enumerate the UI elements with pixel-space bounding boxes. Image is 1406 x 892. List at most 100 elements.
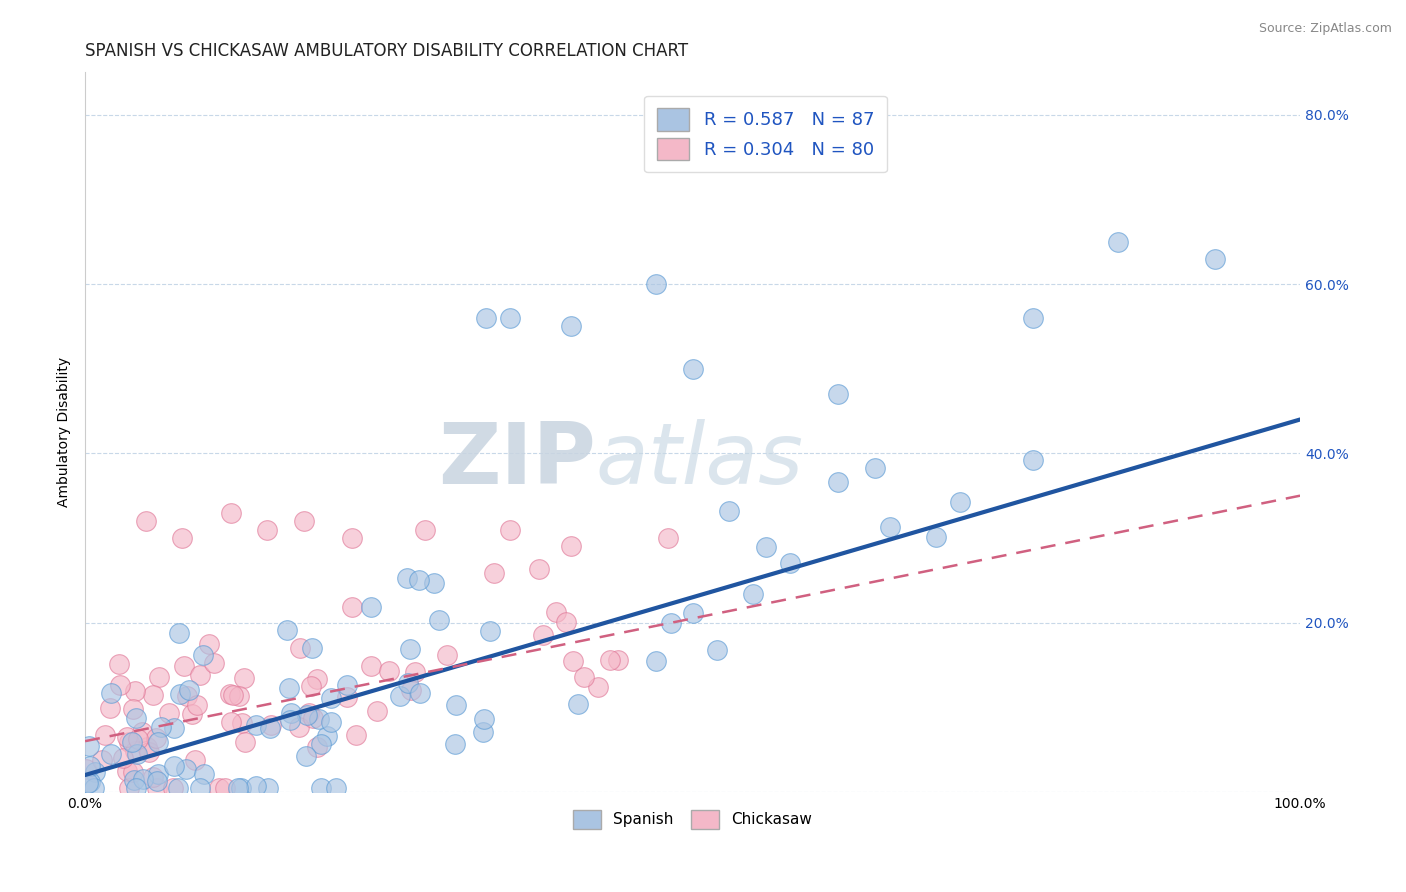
Point bbox=[125, 710, 148, 724]
Point bbox=[149, 720, 172, 734]
Point bbox=[682, 606, 704, 620]
Text: Source: ZipAtlas.com: Source: ZipAtlas.com bbox=[1258, 22, 1392, 36]
Point bbox=[115, 730, 138, 744]
Point bbox=[645, 277, 668, 291]
Point bbox=[135, 514, 157, 528]
Point bbox=[280, 706, 302, 720]
Point bbox=[142, 770, 165, 784]
Point bbox=[742, 587, 765, 601]
Point bbox=[949, 495, 972, 509]
Point bbox=[305, 740, 328, 755]
Point bbox=[146, 780, 169, 795]
Point bbox=[1022, 453, 1045, 467]
Point bbox=[198, 636, 221, 650]
Point bbox=[308, 712, 330, 726]
Point bbox=[148, 670, 170, 684]
Point bbox=[302, 711, 325, 725]
Point bbox=[256, 523, 278, 537]
Point bbox=[292, 514, 315, 528]
Point bbox=[219, 506, 242, 520]
Point bbox=[278, 713, 301, 727]
Point bbox=[574, 670, 596, 684]
Point bbox=[231, 716, 253, 731]
Point bbox=[366, 704, 388, 718]
Point bbox=[90, 753, 112, 767]
Point bbox=[118, 780, 141, 795]
Point bbox=[301, 640, 323, 655]
Point bbox=[208, 780, 231, 795]
Point bbox=[169, 687, 191, 701]
Point bbox=[228, 780, 250, 795]
Point bbox=[319, 714, 342, 729]
Point bbox=[499, 523, 522, 537]
Point bbox=[245, 779, 267, 793]
Point bbox=[118, 734, 141, 748]
Point bbox=[278, 681, 301, 695]
Point bbox=[718, 503, 741, 517]
Point bbox=[399, 642, 422, 657]
Point bbox=[295, 708, 318, 723]
Point bbox=[111, 751, 134, 765]
Point bbox=[408, 573, 430, 587]
Point bbox=[360, 659, 382, 673]
Point bbox=[827, 387, 849, 401]
Point bbox=[186, 698, 208, 713]
Point bbox=[108, 678, 131, 692]
Point bbox=[83, 780, 105, 795]
Point bbox=[378, 664, 401, 678]
Point bbox=[311, 780, 333, 795]
Point bbox=[124, 684, 146, 698]
Point bbox=[188, 668, 211, 682]
Point bbox=[325, 780, 347, 795]
Point bbox=[645, 654, 668, 668]
Point bbox=[228, 689, 250, 703]
Point bbox=[924, 530, 946, 544]
Point bbox=[427, 613, 450, 627]
Point bbox=[176, 762, 198, 776]
Point bbox=[276, 623, 298, 637]
Point bbox=[167, 780, 190, 795]
Point bbox=[423, 576, 446, 591]
Point bbox=[257, 780, 280, 795]
Point bbox=[336, 678, 359, 692]
Point bbox=[779, 557, 801, 571]
Point bbox=[388, 690, 411, 704]
Point bbox=[117, 764, 139, 778]
Point bbox=[344, 728, 367, 742]
Point bbox=[127, 731, 149, 746]
Point bbox=[408, 686, 430, 700]
Point bbox=[77, 776, 100, 790]
Point bbox=[233, 735, 256, 749]
Point bbox=[179, 683, 201, 698]
Point bbox=[288, 640, 311, 655]
Point bbox=[214, 780, 236, 795]
Point bbox=[229, 780, 252, 795]
Point bbox=[342, 531, 364, 545]
Point bbox=[135, 739, 157, 754]
Point bbox=[259, 721, 281, 735]
Point bbox=[125, 780, 148, 795]
Point bbox=[588, 680, 610, 694]
Point bbox=[193, 766, 215, 780]
Point bbox=[560, 319, 582, 334]
Text: ZIP: ZIP bbox=[437, 419, 595, 502]
Point bbox=[340, 600, 363, 615]
Point bbox=[599, 653, 621, 667]
Text: atlas: atlas bbox=[595, 419, 803, 502]
Point bbox=[682, 361, 704, 376]
Point bbox=[396, 571, 419, 585]
Point bbox=[75, 762, 97, 776]
Point bbox=[307, 672, 329, 686]
Point bbox=[299, 679, 322, 693]
Point bbox=[77, 739, 100, 753]
Point bbox=[121, 735, 143, 749]
Point bbox=[132, 772, 155, 786]
Point bbox=[124, 744, 146, 758]
Point bbox=[484, 566, 506, 580]
Point bbox=[360, 600, 382, 615]
Point bbox=[163, 758, 186, 772]
Point bbox=[546, 605, 568, 619]
Point bbox=[146, 735, 169, 749]
Point bbox=[122, 702, 145, 716]
Point bbox=[157, 706, 180, 720]
